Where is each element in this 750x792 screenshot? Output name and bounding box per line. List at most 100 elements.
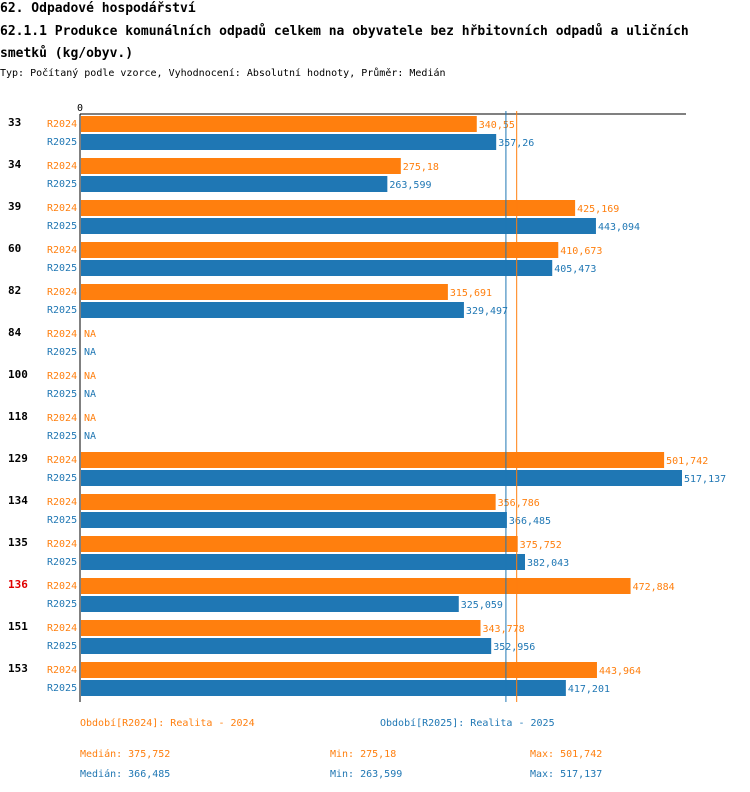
series-label-R2025-100: R2025 bbox=[47, 389, 77, 400]
bar-R2025-136 bbox=[81, 596, 459, 612]
bar-R2024-151 bbox=[81, 620, 481, 636]
legend-r2024: Období[R2024]: Realita - 2024 bbox=[80, 718, 255, 729]
value-label-R2024-135: 375,752 bbox=[520, 540, 562, 551]
max-r2025: Max: 517,137 bbox=[530, 769, 603, 780]
bar-R2025-151 bbox=[81, 638, 492, 654]
bar-R2024-135 bbox=[81, 536, 518, 552]
series-label-R2025-135: R2025 bbox=[47, 557, 77, 568]
value-label-R2024-100: NA bbox=[84, 371, 96, 382]
value-label-R2025-136: 325,059 bbox=[461, 600, 503, 611]
bar-R2024-82 bbox=[81, 284, 448, 300]
bar-R2025-34 bbox=[81, 176, 388, 192]
bar-R2024-153 bbox=[81, 662, 597, 678]
category-label-100: 100 bbox=[8, 368, 28, 381]
section-title: 62. Odpadové hospodářství bbox=[0, 1, 196, 16]
bar-R2024-60 bbox=[81, 242, 559, 258]
legend-r2025: Období[R2025]: Realita - 2025 bbox=[380, 718, 555, 729]
category-label-153: 153 bbox=[8, 662, 28, 675]
bar-R2025-129 bbox=[81, 470, 682, 486]
value-label-R2025-134: 366,485 bbox=[509, 516, 551, 527]
series-label-R2024-151: R2024 bbox=[47, 623, 77, 634]
bar-R2024-129 bbox=[81, 452, 665, 468]
series-label-R2025-60: R2025 bbox=[47, 263, 77, 274]
category-label-134: 134 bbox=[8, 494, 28, 507]
category-label-84: 84 bbox=[8, 326, 22, 339]
series-label-R2024-33: R2024 bbox=[47, 119, 77, 130]
series-label-R2024-134: R2024 bbox=[47, 497, 77, 508]
bar-R2024-34 bbox=[81, 158, 401, 174]
series-label-R2024-60: R2024 bbox=[47, 245, 77, 256]
series-label-R2025-84: R2025 bbox=[47, 347, 77, 358]
bar-R2025-82 bbox=[81, 302, 464, 318]
series-label-R2024-153: R2024 bbox=[47, 665, 77, 676]
value-label-R2024-153: 443,964 bbox=[599, 666, 641, 677]
category-label-39: 39 bbox=[8, 200, 21, 213]
bar-R2025-60 bbox=[81, 260, 553, 276]
value-label-R2024-129: 501,742 bbox=[666, 456, 708, 467]
series-label-R2025-129: R2025 bbox=[47, 473, 77, 484]
value-label-R2024-134: 356,786 bbox=[498, 498, 540, 509]
series-label-R2024-82: R2024 bbox=[47, 287, 77, 298]
indicator-meta: Typ: Počítaný podle vzorce, Vyhodnocení:… bbox=[0, 68, 446, 79]
bar-R2025-135 bbox=[81, 554, 525, 570]
series-label-R2024-136: R2024 bbox=[47, 581, 77, 592]
series-label-R2024-100: R2024 bbox=[47, 371, 77, 382]
value-label-R2024-39: 425,169 bbox=[577, 204, 619, 215]
series-label-R2024-135: R2024 bbox=[47, 539, 77, 550]
value-label-R2024-82: 315,691 bbox=[450, 288, 492, 299]
series-label-R2025-33: R2025 bbox=[47, 137, 77, 148]
x-axis-zero-label: 0 bbox=[77, 103, 83, 114]
value-label-R2024-84: NA bbox=[84, 329, 96, 340]
series-label-R2025-134: R2025 bbox=[47, 515, 77, 526]
value-label-R2025-129: 517,137 bbox=[684, 474, 726, 485]
bar-R2025-39 bbox=[81, 218, 596, 234]
value-label-R2024-34: 275,18 bbox=[403, 162, 439, 173]
series-label-R2024-39: R2024 bbox=[47, 203, 77, 214]
value-label-R2025-100: NA bbox=[84, 389, 96, 400]
bar-R2025-33 bbox=[81, 134, 497, 150]
bar-chart: 033R2024340,55R2025357,2634R2024275,18R2… bbox=[8, 103, 726, 702]
median-r2025: Medián: 366,485 bbox=[80, 769, 171, 780]
value-label-R2024-136: 472,884 bbox=[633, 582, 675, 593]
category-label-34: 34 bbox=[8, 158, 22, 171]
bar-R2025-153 bbox=[81, 680, 566, 696]
value-label-R2024-60: 410,673 bbox=[560, 246, 602, 257]
category-label-60: 60 bbox=[8, 242, 21, 255]
indicator-title: 62.1.1 Produkce komunálních odpadů celke… bbox=[0, 24, 689, 61]
category-label-136: 136 bbox=[8, 578, 28, 591]
series-label-R2025-34: R2025 bbox=[47, 179, 77, 190]
value-label-R2025-135: 382,043 bbox=[527, 558, 569, 569]
bar-R2024-39 bbox=[81, 200, 576, 216]
category-label-118: 118 bbox=[8, 410, 28, 423]
value-label-R2025-151: 352,956 bbox=[493, 642, 535, 653]
series-label-R2025-39: R2025 bbox=[47, 221, 77, 232]
series-label-R2024-84: R2024 bbox=[47, 329, 77, 340]
min-r2024: Min: 275,18 bbox=[330, 749, 397, 760]
value-label-R2024-118: NA bbox=[84, 413, 96, 424]
category-label-33: 33 bbox=[8, 116, 21, 129]
value-label-R2024-151: 343,778 bbox=[483, 624, 525, 635]
series-label-R2025-118: R2025 bbox=[47, 431, 77, 442]
value-label-R2025-39: 443,094 bbox=[598, 222, 640, 233]
series-label-R2025-153: R2025 bbox=[47, 683, 77, 694]
series-label-R2024-118: R2024 bbox=[47, 413, 77, 424]
series-label-R2024-34: R2024 bbox=[47, 161, 77, 172]
value-label-R2025-82: 329,497 bbox=[466, 306, 508, 317]
value-label-R2024-33: 340,55 bbox=[479, 120, 515, 131]
category-label-82: 82 bbox=[8, 284, 21, 297]
bar-R2024-134 bbox=[81, 494, 496, 510]
series-label-R2024-129: R2024 bbox=[47, 455, 77, 466]
bar-R2025-134 bbox=[81, 512, 507, 528]
bar-R2024-136 bbox=[81, 578, 631, 594]
value-label-R2025-60: 405,473 bbox=[554, 264, 596, 275]
value-label-R2025-153: 417,201 bbox=[568, 684, 610, 695]
category-label-151: 151 bbox=[8, 620, 28, 633]
value-label-R2025-118: NA bbox=[84, 431, 96, 442]
min-r2025: Min: 263,599 bbox=[330, 769, 403, 780]
max-r2024: Max: 501,742 bbox=[530, 749, 603, 760]
category-label-135: 135 bbox=[8, 536, 28, 549]
series-label-R2025-136: R2025 bbox=[47, 599, 77, 610]
value-label-R2025-34: 263,599 bbox=[389, 180, 431, 191]
series-label-R2025-82: R2025 bbox=[47, 305, 77, 316]
value-label-R2025-84: NA bbox=[84, 347, 96, 358]
